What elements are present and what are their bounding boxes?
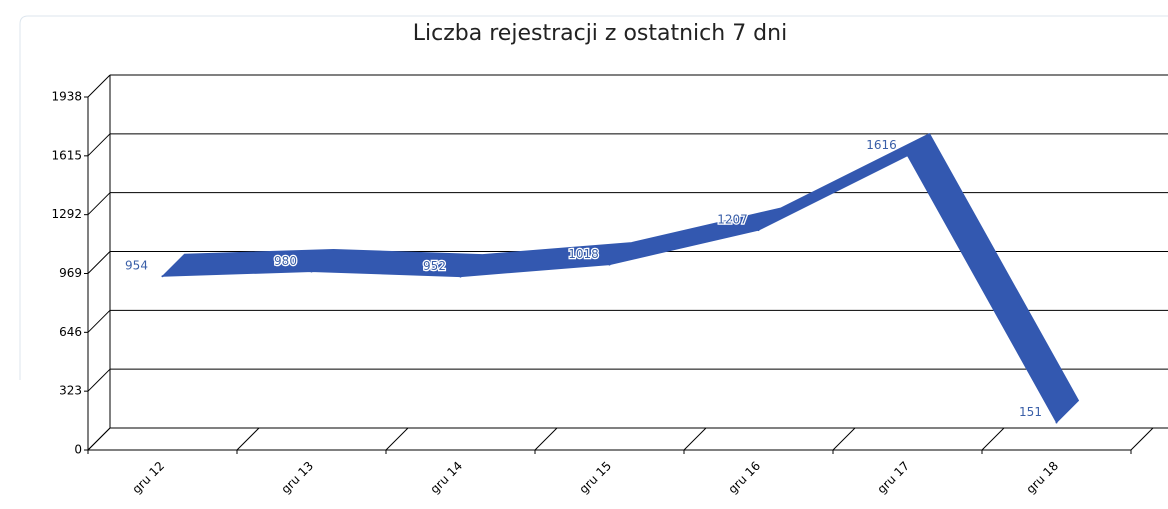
y-tick-label: 0 <box>74 443 82 457</box>
y-tick-label: 1292 <box>51 207 82 221</box>
floor-division <box>683 427 707 451</box>
x-tick-label: gru 18 <box>1023 459 1061 497</box>
grid-diagonal <box>87 133 111 157</box>
point <box>310 270 313 273</box>
y-tick-label: 1615 <box>51 148 82 162</box>
x-tick-label: gru 12 <box>129 459 167 497</box>
value-label: 1207 <box>717 213 748 227</box>
panel-border <box>19 15 1168 380</box>
y-tick-label: 323 <box>59 384 82 398</box>
line-ribbon <box>161 132 1080 424</box>
point <box>608 263 611 266</box>
grid-diagonal <box>87 309 111 333</box>
grid-diagonal <box>87 192 111 216</box>
floor-division <box>981 427 1005 451</box>
point <box>459 275 462 278</box>
point <box>161 275 164 278</box>
y-tick-label: 1938 <box>51 90 82 104</box>
floor-division <box>832 427 856 451</box>
point <box>1055 421 1058 424</box>
x-tick-label: gru 14 <box>427 459 465 497</box>
floor-division <box>534 427 558 451</box>
floor-division <box>385 427 409 451</box>
value-label: 980 <box>274 254 297 268</box>
value-label: 952 <box>423 259 446 273</box>
chart-title: Liczba rejestracji z ostatnich 7 dni <box>413 21 787 46</box>
grid-diagonal <box>87 74 111 98</box>
value-label: 151 <box>1019 405 1042 419</box>
x-tick-label: gru 17 <box>874 459 912 497</box>
value-label: 1616 <box>866 138 897 152</box>
floor-division <box>236 427 260 451</box>
y-tick-label: 646 <box>59 325 82 339</box>
x-tick-label: gru 13 <box>278 459 316 497</box>
value-label: 954 <box>125 259 148 273</box>
x-tick-label: gru 16 <box>725 459 763 497</box>
x-tick-label: gru 15 <box>576 459 614 497</box>
value-label: 1018 <box>568 247 599 261</box>
grid-diagonal <box>87 368 111 392</box>
point <box>757 229 760 232</box>
y-tick-label: 969 <box>59 266 82 280</box>
point <box>906 154 909 157</box>
grid-diagonal <box>87 427 111 451</box>
floor-division <box>1130 427 1154 451</box>
grid-diagonal <box>87 251 111 274</box>
